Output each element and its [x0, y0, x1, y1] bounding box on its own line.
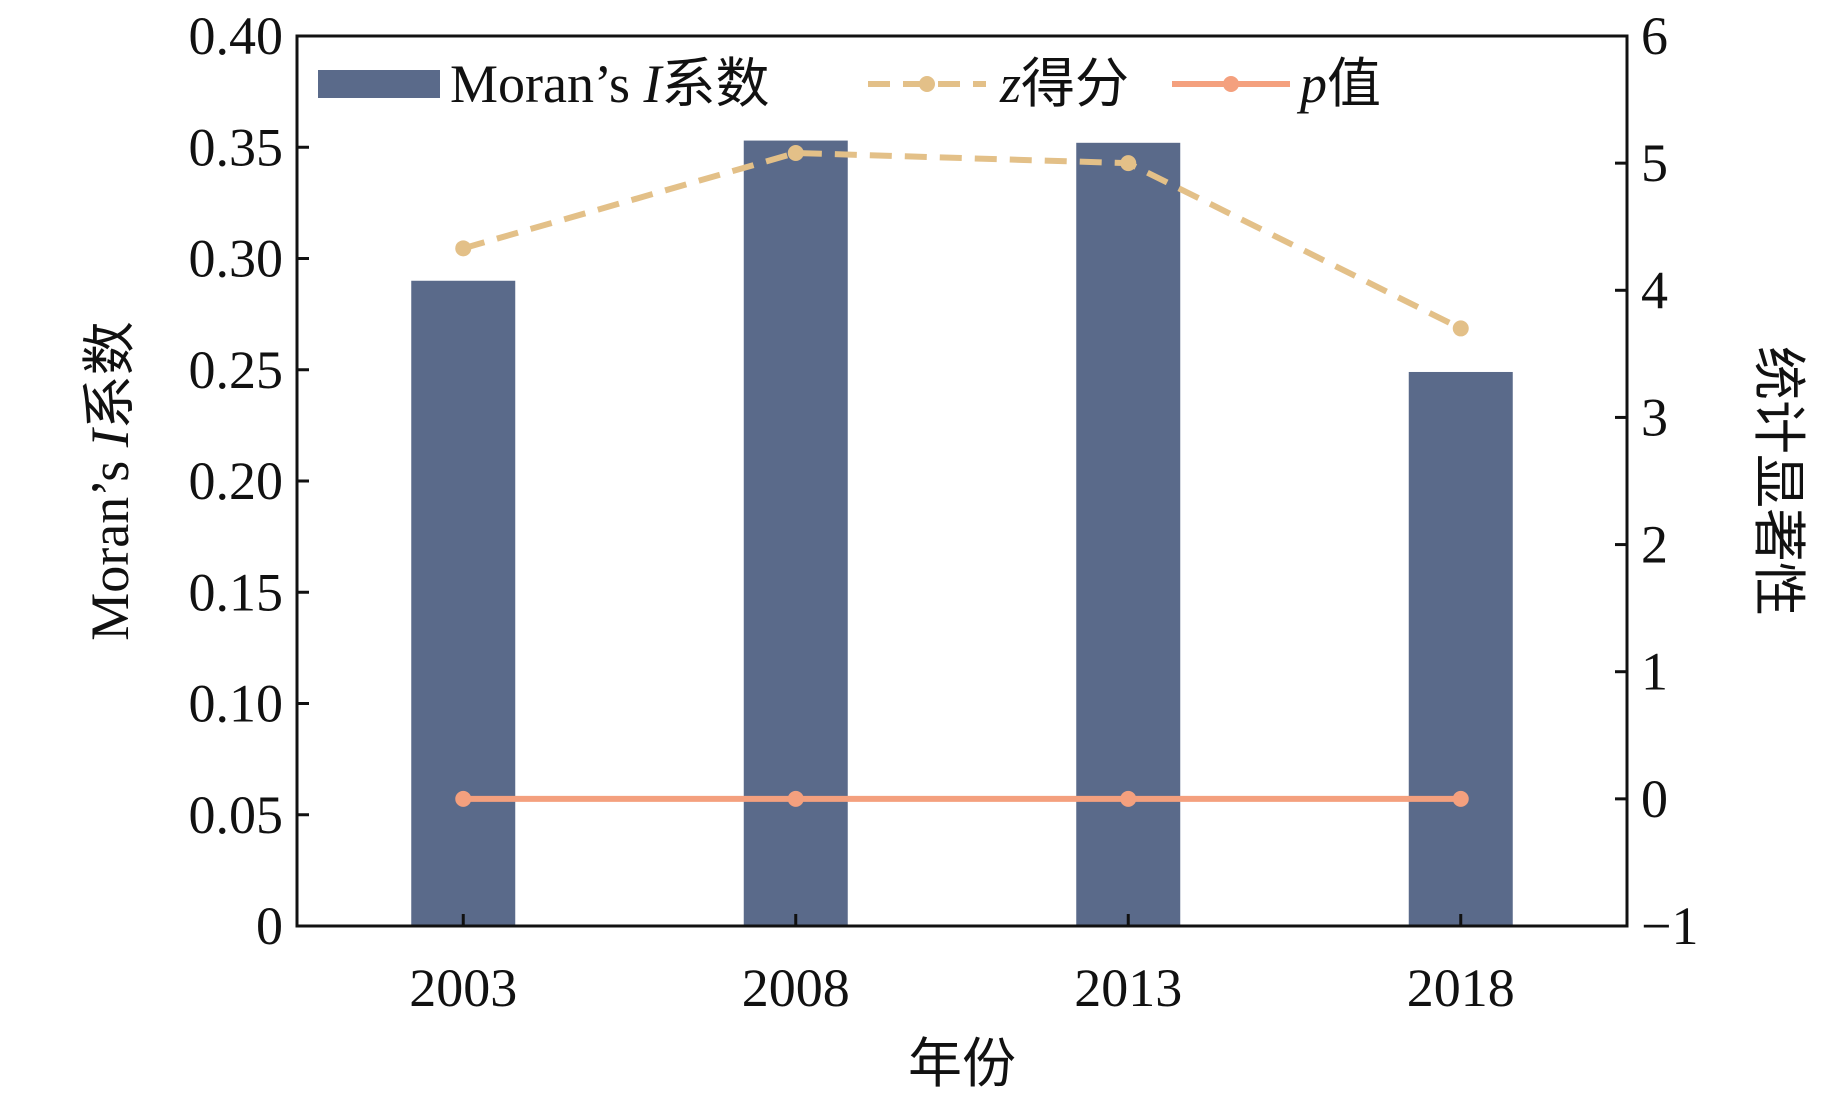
- ticks-layer: 0 0.05 0.10 0.15 0.20 0.25 0.30 0.35 0.40 −1 0 1 2 3 4…: [189, 6, 1699, 1018]
- series-point-2-2013: [1120, 790, 1137, 807]
- x-axis-title: 年份: [908, 1034, 1016, 1094]
- series-point-2-2008: [787, 790, 804, 807]
- y-tick-label: 0.35: [189, 117, 284, 177]
- legend-swatch-marker: [919, 76, 935, 92]
- bar-2008: [743, 140, 848, 926]
- legend-swatch-bar: [318, 70, 440, 98]
- x-tick-label: 2013: [1074, 958, 1182, 1018]
- y-axis-title: Moran’s I系数: [80, 321, 140, 640]
- y2-tick-label: 1: [1641, 642, 1668, 702]
- bars-layer: [411, 140, 1513, 927]
- y-tick-label: 0.30: [189, 229, 284, 289]
- legend-swatch-marker: [1223, 76, 1239, 92]
- series-point-1-2018: [1452, 320, 1469, 337]
- y2-tick-label: 0: [1641, 769, 1668, 829]
- y2-tick-label: 3: [1641, 387, 1668, 447]
- x-tick-label: 2008: [742, 958, 850, 1018]
- y2-axis-title: 统计显著性: [1748, 346, 1808, 616]
- x-tick-label: 2003: [409, 958, 517, 1018]
- legend-label: Moran’s I系数: [450, 54, 769, 114]
- y-tick-label: 0: [256, 896, 283, 956]
- bar-2018: [1408, 371, 1513, 927]
- bar-2003: [411, 280, 516, 926]
- series-line-1: [462, 149, 1463, 332]
- bar-2013: [1076, 142, 1181, 927]
- series-point-1-2013: [1120, 155, 1137, 172]
- y-tick-label: 0.15: [189, 562, 284, 622]
- legend: Moran’s I系数 z得分 p值: [318, 54, 1381, 114]
- y2-tick-label: 6: [1641, 6, 1668, 66]
- x-tick-label: 2018: [1407, 958, 1515, 1018]
- y2-tick-label: 2: [1641, 515, 1668, 575]
- y-tick-label: 0.40: [189, 6, 284, 66]
- series-point-1-2008: [787, 144, 804, 161]
- series-point-1-2003: [455, 240, 472, 257]
- lines-layer: [455, 144, 1469, 807]
- series-point-2-2003: [455, 790, 472, 807]
- y-tick-label: 0.10: [189, 674, 284, 734]
- y-tick-label: 0.25: [189, 340, 284, 400]
- legend-label: p值: [1296, 54, 1381, 114]
- y-tick-label: 0.20: [189, 451, 284, 511]
- series-point-2-2018: [1452, 790, 1469, 807]
- y2-tick-label: −1: [1641, 896, 1698, 956]
- legend-label: z得分: [999, 54, 1129, 114]
- y2-tick-label: 4: [1641, 260, 1668, 320]
- y2-tick-label: 5: [1641, 133, 1668, 193]
- y-tick-label: 0.05: [189, 785, 284, 845]
